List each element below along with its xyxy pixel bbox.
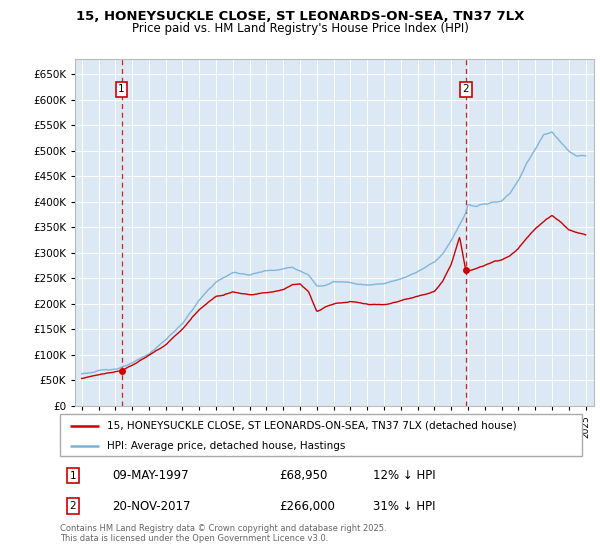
Text: 2: 2 (463, 85, 469, 95)
Text: Price paid vs. HM Land Registry's House Price Index (HPI): Price paid vs. HM Land Registry's House … (131, 22, 469, 35)
Text: 31% ↓ HPI: 31% ↓ HPI (373, 500, 436, 512)
Text: 20-NOV-2017: 20-NOV-2017 (112, 500, 191, 512)
Text: 2: 2 (70, 501, 76, 511)
Text: 09-MAY-1997: 09-MAY-1997 (112, 469, 189, 482)
Text: £266,000: £266,000 (279, 500, 335, 512)
Text: 1: 1 (118, 85, 125, 95)
Text: 12% ↓ HPI: 12% ↓ HPI (373, 469, 436, 482)
Text: 15, HONEYSUCKLE CLOSE, ST LEONARDS-ON-SEA, TN37 7LX (detached house): 15, HONEYSUCKLE CLOSE, ST LEONARDS-ON-SE… (107, 421, 517, 431)
Text: 15, HONEYSUCKLE CLOSE, ST LEONARDS-ON-SEA, TN37 7LX: 15, HONEYSUCKLE CLOSE, ST LEONARDS-ON-SE… (76, 10, 524, 23)
Text: Contains HM Land Registry data © Crown copyright and database right 2025.
This d: Contains HM Land Registry data © Crown c… (60, 524, 386, 543)
Text: £68,950: £68,950 (279, 469, 328, 482)
Text: 1: 1 (70, 470, 76, 480)
Text: HPI: Average price, detached house, Hastings: HPI: Average price, detached house, Hast… (107, 441, 346, 451)
